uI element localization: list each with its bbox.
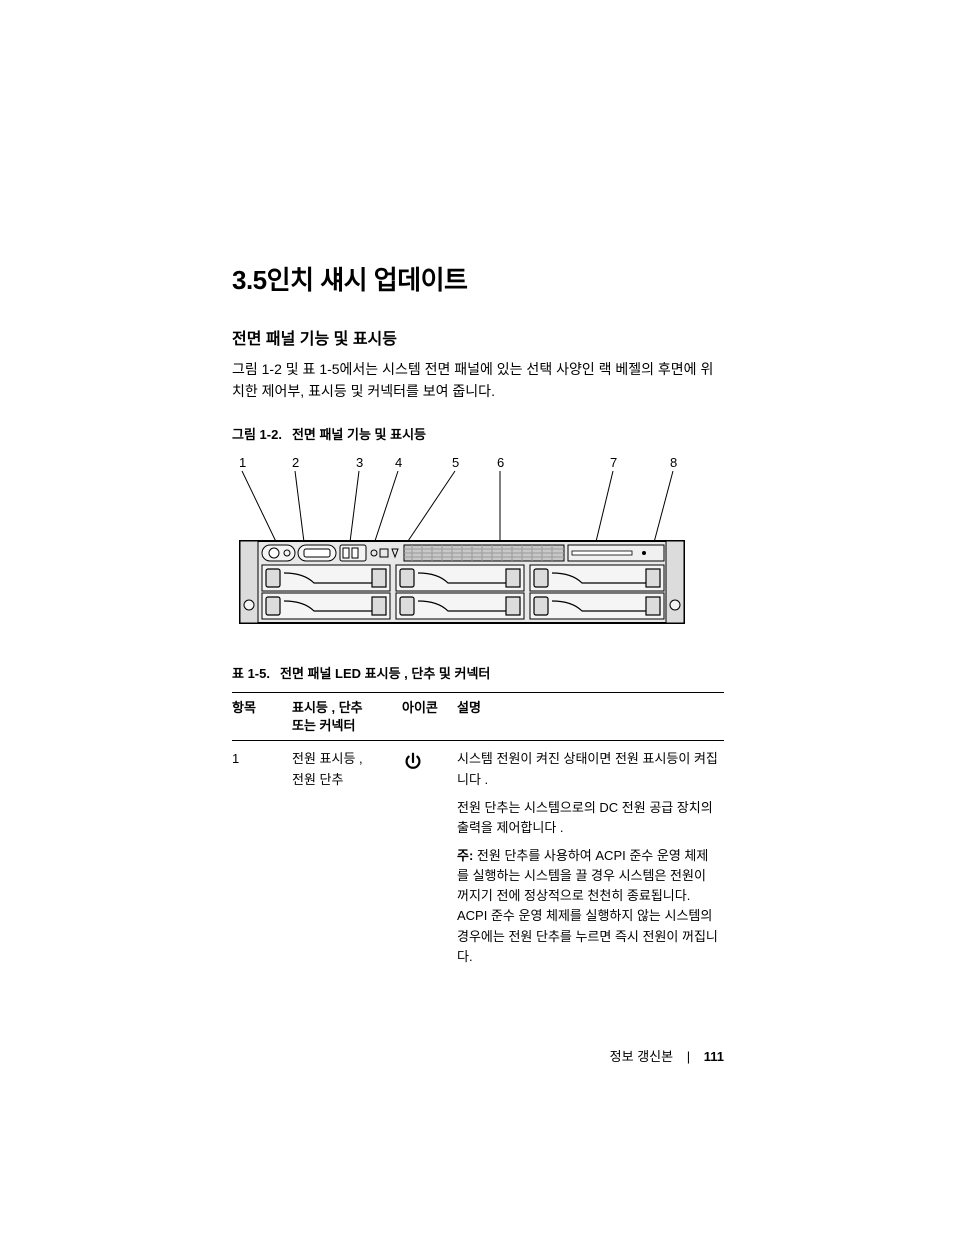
front-panel-table: 항목 표시등 , 단추 또는 커넥터 아이콘 설명 1 전원 표시등 , 전원 …	[232, 692, 724, 973]
callout-5: 5	[452, 455, 459, 470]
page-footer: 정보 갱신본 | 111	[610, 1046, 724, 1065]
desc-p1: 시스템 전원이 켜진 상태이면 전원 표시등이 켜집니다 .	[457, 749, 718, 789]
table-row: 1 전원 표시등 , 전원 단추 시스템 전원이 켜진 상태이면 전원 표시등이…	[232, 741, 724, 973]
cell-icon	[402, 741, 457, 973]
footer-page-number: 111	[704, 1049, 724, 1064]
th-item: 항목	[232, 693, 292, 741]
th-desc: 설명	[457, 693, 724, 741]
cell-item: 1	[232, 741, 292, 973]
page-title: 3.5인치 섀시 업데이트	[232, 260, 724, 297]
figure-caption-text: 전면 패널 기능 및 표시등	[292, 427, 426, 442]
callout-8: 8	[670, 455, 677, 470]
cell-desc: 시스템 전원이 켜진 상태이면 전원 표시등이 켜집니다 . 전원 단추는 시스…	[457, 741, 724, 973]
figure-caption: 그림 1-2. 전면 패널 기능 및 표시등	[232, 424, 724, 443]
power-icon	[402, 751, 424, 773]
table-header-row: 항목 표시등 , 단추 또는 커넥터 아이콘 설명	[232, 693, 724, 741]
callout-3: 3	[356, 455, 363, 470]
figure-caption-label: 그림 1-2.	[232, 427, 282, 442]
cell-name: 전원 표시등 , 전원 단추	[292, 741, 402, 973]
callout-1: 1	[239, 455, 246, 470]
desc-p2: 전원 단추는 시스템으로의 DC 전원 공급 장치의 출력을 제어합니다 .	[457, 798, 718, 838]
figure-1-2: 1 2 3 4 5 6 7 8	[232, 453, 724, 633]
th-name: 표시등 , 단추 또는 커넥터	[292, 693, 402, 741]
chassis	[240, 541, 684, 623]
footer-divider: |	[687, 1049, 690, 1064]
callout-7: 7	[610, 455, 617, 470]
vent-grille	[404, 545, 564, 561]
section-heading: 전면 패널 기능 및 표시등	[232, 325, 724, 349]
callout-6: 6	[497, 455, 504, 470]
table-caption: 표 1-5. 전면 패널 LED 표시등 , 단추 및 커넥터	[232, 663, 724, 682]
table-caption-label: 표 1-5.	[232, 666, 270, 681]
front-panel-diagram: 1 2 3 4 5 6 7 8	[232, 453, 692, 633]
desc-note: 주: 전원 단추를 사용하여 ACPI 준수 운영 체제를 실행하는 시스템을 …	[457, 846, 718, 967]
callout-4: 4	[395, 455, 402, 470]
callout-2: 2	[292, 455, 299, 470]
footer-doc-title: 정보 갱신본	[610, 1049, 673, 1064]
intro-paragraph: 그림 1-2 및 표 1-5에서는 시스템 전면 패널에 있는 선택 사양인 랙…	[232, 359, 724, 402]
th-icon: 아이콘	[402, 693, 457, 741]
page: 3.5인치 섀시 업데이트 전면 패널 기능 및 표시등 그림 1-2 및 표 …	[0, 0, 954, 1235]
table-caption-text: 전면 패널 LED 표시등 , 단추 및 커넥터	[280, 666, 490, 681]
